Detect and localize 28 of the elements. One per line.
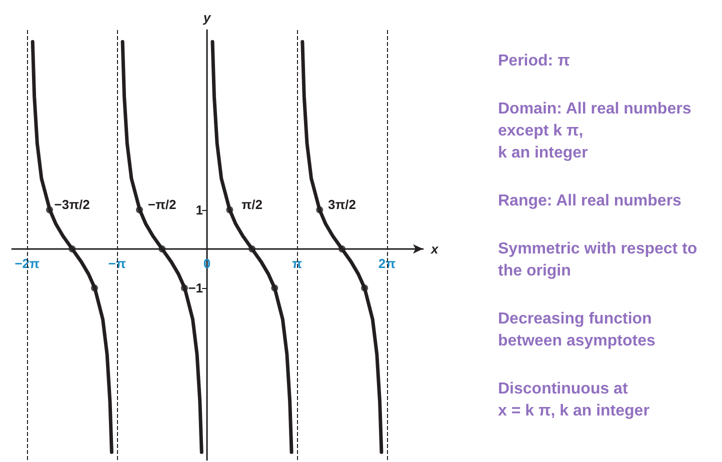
- x-axis-title: x: [430, 241, 439, 256]
- point: [248, 245, 256, 252]
- point: [180, 284, 188, 292]
- x-tick-label: −π: [108, 256, 126, 271]
- y-tick-label: 1: [196, 202, 204, 218]
- x2-tick-label: −3π/2: [54, 196, 90, 212]
- point: [90, 284, 98, 292]
- point: [271, 284, 278, 292]
- point: [338, 245, 346, 252]
- point: [136, 206, 143, 214]
- point: [158, 245, 166, 252]
- point: [316, 206, 324, 214]
- point: [361, 284, 368, 292]
- y-axis-title: y: [202, 10, 212, 25]
- text: Domain: All real numbers except k π, k an integer: [498, 100, 692, 162]
- x-tick-label: π: [292, 256, 302, 271]
- text: Discontinuous at x = k π, k an integer: [498, 380, 650, 420]
- point: [46, 206, 54, 214]
- text: Range: All real numbers: [498, 192, 682, 210]
- text: Symmetric with respect to the origin: [498, 240, 698, 280]
- point: [68, 245, 76, 252]
- text: Period: π: [498, 52, 570, 70]
- point: [226, 206, 234, 214]
- text: Decreasing function between asymptotes: [498, 310, 656, 350]
- x2-tick-label: −π/2: [148, 196, 176, 212]
- y-tick-label: −1: [188, 280, 204, 296]
- x2-tick-label: π/2: [242, 196, 262, 212]
- x2-tick-label: 3π/2: [328, 196, 356, 212]
